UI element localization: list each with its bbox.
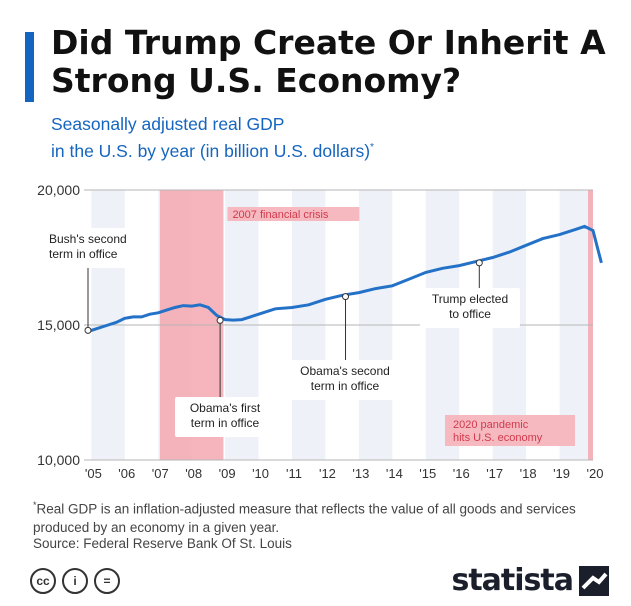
annotation-label-bg <box>420 288 520 328</box>
footnote-text: Real GDP is an inflation-adjusted measur… <box>33 501 576 535</box>
subtitle-marker: * <box>370 142 374 153</box>
shade-label-bg <box>445 415 575 446</box>
annotation-point <box>216 316 224 324</box>
shade-label-text: 2007 financial crisis <box>232 209 328 221</box>
x-tick-label: '12 <box>319 466 336 481</box>
annotation-point <box>84 326 92 334</box>
annotation-text: term in office <box>191 416 260 430</box>
annotation-label-bg <box>45 228 145 268</box>
cc-icon[interactable]: cc <box>30 568 56 594</box>
annotation-text: term in office <box>311 379 380 393</box>
no-derivatives-icon[interactable]: = <box>94 568 120 594</box>
annotation-text: Trump elected <box>432 292 508 306</box>
title-accent-bar <box>25 32 34 102</box>
annotation-text: term in office <box>49 247 118 261</box>
footnote-marker: * <box>33 500 37 510</box>
x-tick-label: '19 <box>553 466 570 481</box>
annotation-text: Bush's second <box>49 232 127 246</box>
statista-logo[interactable]: statista <box>451 563 609 598</box>
annotation-point <box>475 259 483 267</box>
annotation-point <box>342 293 350 301</box>
chart-title: Did Trump Create Or Inherit A Strong U.S… <box>51 23 606 100</box>
x-tick-label: '06 <box>118 466 135 481</box>
shade-label-bg <box>227 207 360 221</box>
y-tick-label: 10,000 <box>37 452 80 468</box>
shade-label-financial-crisis: 2007 financial crisis <box>227 207 360 221</box>
x-tick-label: '07 <box>152 466 169 481</box>
x-axis-ticks: '05 '06 '07 '08 '09 '10 '11 '12 '13 '14 '15 '16 '17 '… <box>85 466 604 481</box>
source-note: Source: Federal Reserve Bank Of St. Loui… <box>33 536 292 551</box>
x-tick-label: '13 <box>352 466 369 481</box>
shade-label-text: 2020 pandemic <box>453 419 529 431</box>
annotation-label-bg <box>175 397 275 437</box>
attribution-icon[interactable]: i <box>62 568 88 594</box>
subtitle-line-1: Seasonally adjusted real GDP <box>51 114 285 134</box>
brand-name: statista <box>451 563 574 598</box>
annotation-points <box>84 259 483 334</box>
chart-subtitle: Seasonally adjusted real GDP in the U.S.… <box>51 113 551 163</box>
y-tick-label: 20,000 <box>37 182 80 198</box>
x-tick-label: '05 <box>85 466 102 481</box>
x-tick-label: '16 <box>453 466 470 481</box>
license-icons: cc i = <box>30 568 120 594</box>
annotation-text: to office <box>449 307 491 321</box>
x-tick-label: '18 <box>520 466 537 481</box>
annotation-label-bg <box>290 360 400 400</box>
x-tick-label: '20 <box>587 466 604 481</box>
x-tick-label: '10 <box>252 466 269 481</box>
y-axis-ticks: 20,000 15,000 10,000 <box>37 182 80 468</box>
subtitle-line-2: in the U.S. by year (in billion U.S. dol… <box>51 140 371 161</box>
statista-logo-icon <box>579 565 609 596</box>
gdp-series-line <box>87 224 603 334</box>
gdp-line-chart: 20,000 15,000 10,000 '05 '06 '07 '08 '09 '10 '11… <box>37 182 604 481</box>
annotation-leaders <box>87 262 480 397</box>
x-tick-label: '09 <box>219 466 236 481</box>
annotation-text: Obama's second <box>300 364 390 378</box>
x-tick-label: '11 <box>286 466 302 481</box>
x-tick-label: '15 <box>419 466 436 481</box>
y-tick-label: 15,000 <box>37 317 80 333</box>
shade-label-text: hits U.S. economy <box>453 432 543 444</box>
annotation-text: Obama's first <box>190 401 261 415</box>
x-tick-label: '17 <box>486 466 503 481</box>
footnote: *Real GDP is an inflation-adjusted measu… <box>33 496 613 537</box>
x-tick-label: '08 <box>185 466 202 481</box>
x-tick-label: '14 <box>386 466 403 481</box>
